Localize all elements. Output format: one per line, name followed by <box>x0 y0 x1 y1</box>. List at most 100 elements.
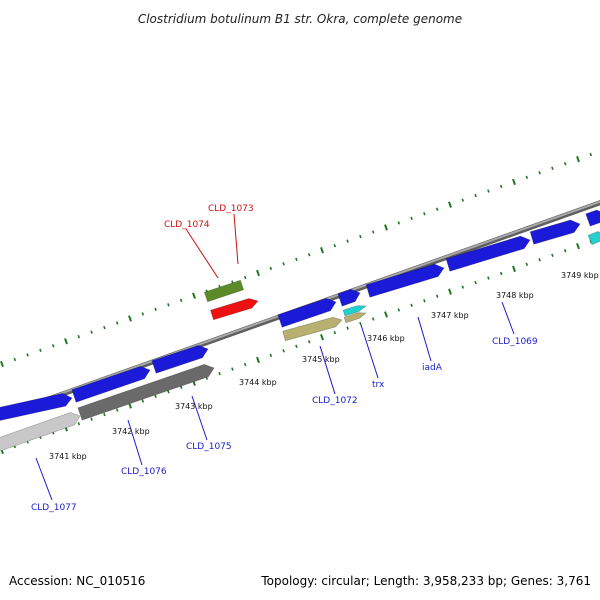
position-labels: 3741 kbp 3742 kbp 3743 kbp 3744 kbp 3745… <box>49 271 599 461</box>
position-label: 3744 kbp <box>239 378 277 387</box>
scale-tick <box>90 330 93 334</box>
scale-tick <box>269 353 273 358</box>
scale-tick <box>77 335 81 339</box>
gene-arrow[interactable] <box>282 316 343 342</box>
scale-tick <box>474 193 477 198</box>
scale-tick <box>346 239 349 243</box>
gene-arrow[interactable] <box>585 209 600 227</box>
gene-label-cld-1072[interactable]: CLD_1072 <box>312 396 358 406</box>
gene-arrow[interactable] <box>0 392 73 421</box>
scale-tick <box>576 242 580 250</box>
scale-tick <box>410 303 413 308</box>
position-label: 3741 kbp <box>49 452 87 461</box>
scale-tick <box>231 367 234 371</box>
scale-tick <box>141 312 145 316</box>
scale-tick <box>397 221 401 225</box>
scale-tick <box>167 303 170 307</box>
gene-arrow[interactable] <box>529 219 581 245</box>
scale-tick <box>51 344 55 348</box>
scale-tick <box>487 189 490 193</box>
gene-arrow[interactable] <box>365 263 445 298</box>
scale-tick <box>397 308 401 312</box>
gene-label-trx[interactable]: trx <box>372 380 385 390</box>
scale-tick <box>589 152 593 157</box>
scale-tick <box>128 315 132 322</box>
scale-tick <box>499 271 503 276</box>
scale-tick <box>39 348 42 353</box>
scale-tick <box>551 253 554 257</box>
label-leader <box>185 228 219 279</box>
scale-tick <box>320 334 324 341</box>
gene-arrow[interactable] <box>342 305 368 317</box>
scale-tick <box>243 362 247 367</box>
scale-tick <box>256 269 260 277</box>
scale-tick <box>333 243 337 248</box>
gene-arrow[interactable] <box>337 288 361 307</box>
gene-arrow[interactable] <box>0 412 81 453</box>
scale-tick <box>307 253 311 257</box>
gene-label-cld-1073[interactable]: CLD_1073 <box>208 204 254 214</box>
scale-tick <box>295 257 298 261</box>
scale-tick <box>26 353 29 357</box>
position-label: 3742 kbp <box>112 427 150 436</box>
scale-tick <box>346 326 349 330</box>
scale-tick <box>448 201 452 208</box>
scale-tick <box>487 276 490 280</box>
scale-tick <box>435 207 439 211</box>
scale-tick <box>154 307 157 312</box>
gene-arrow[interactable] <box>77 363 215 421</box>
gene-arrow[interactable] <box>587 231 600 246</box>
gene-label-cld-1076[interactable]: CLD_1076 <box>121 467 167 477</box>
scale-tick <box>359 321 362 326</box>
scale-tick <box>167 390 170 394</box>
position-label: 3748 kbp <box>496 291 534 300</box>
scale-tick <box>282 262 285 266</box>
gene-arrow[interactable] <box>445 235 531 272</box>
scale-tick <box>512 178 516 186</box>
gene-arrow[interactable] <box>71 365 151 403</box>
label-leader <box>360 324 379 379</box>
scale-tick <box>282 349 285 353</box>
gene-arrow[interactable] <box>203 279 245 303</box>
gene-labels: CLD_1073 CLD_1074 CLD_1069 iadA trx CLD_… <box>31 204 538 513</box>
genome-summary-text: Topology: circular; Length: 3,958,233 bp… <box>260 574 591 588</box>
scale-tick <box>538 258 541 262</box>
gene-label-cld-1069[interactable]: CLD_1069 <box>492 337 538 347</box>
scale-tick <box>103 412 106 417</box>
gene-label-iada[interactable]: iadA <box>422 363 443 373</box>
position-label: 3746 kbp <box>367 334 405 343</box>
scale-ticks <box>0 152 593 455</box>
gene-arrow[interactable] <box>151 344 209 374</box>
scale-tick <box>551 166 554 170</box>
position-label: 3743 kbp <box>175 402 213 411</box>
gene-arrow[interactable] <box>277 297 337 328</box>
scale-tick <box>461 285 465 289</box>
scale-tick <box>256 356 260 364</box>
scale-tick <box>384 311 388 318</box>
scale-tick <box>64 338 68 345</box>
gene-label-cld-1077[interactable]: CLD_1077 <box>31 503 77 513</box>
label-leader <box>191 395 208 441</box>
scale-tick <box>576 155 580 163</box>
gene-label-cld-1075[interactable]: CLD_1075 <box>186 442 232 452</box>
scale-tick <box>269 266 273 271</box>
scale-tick <box>384 224 388 231</box>
scale-tick <box>333 330 337 335</box>
scale-tick <box>192 292 196 299</box>
scale-tick <box>499 184 503 189</box>
gene-arrow[interactable] <box>343 312 368 324</box>
scale-tick <box>538 171 541 175</box>
gene-label-cld-1074[interactable]: CLD_1074 <box>164 220 210 230</box>
scale-tick <box>563 162 567 166</box>
map-title: Clostridium botulinum B1 str. Okra, comp… <box>138 12 462 26</box>
scale-tick <box>435 294 439 298</box>
scale-tick <box>448 288 452 295</box>
scale-tick <box>423 299 426 303</box>
scale-tick <box>512 265 516 273</box>
label-leader <box>35 457 53 501</box>
accession-text: Accession: NC_010516 <box>9 574 145 588</box>
position-label: 3749 kbp <box>561 271 599 280</box>
scale-tick <box>90 417 93 421</box>
gene-arrow[interactable] <box>209 298 259 321</box>
